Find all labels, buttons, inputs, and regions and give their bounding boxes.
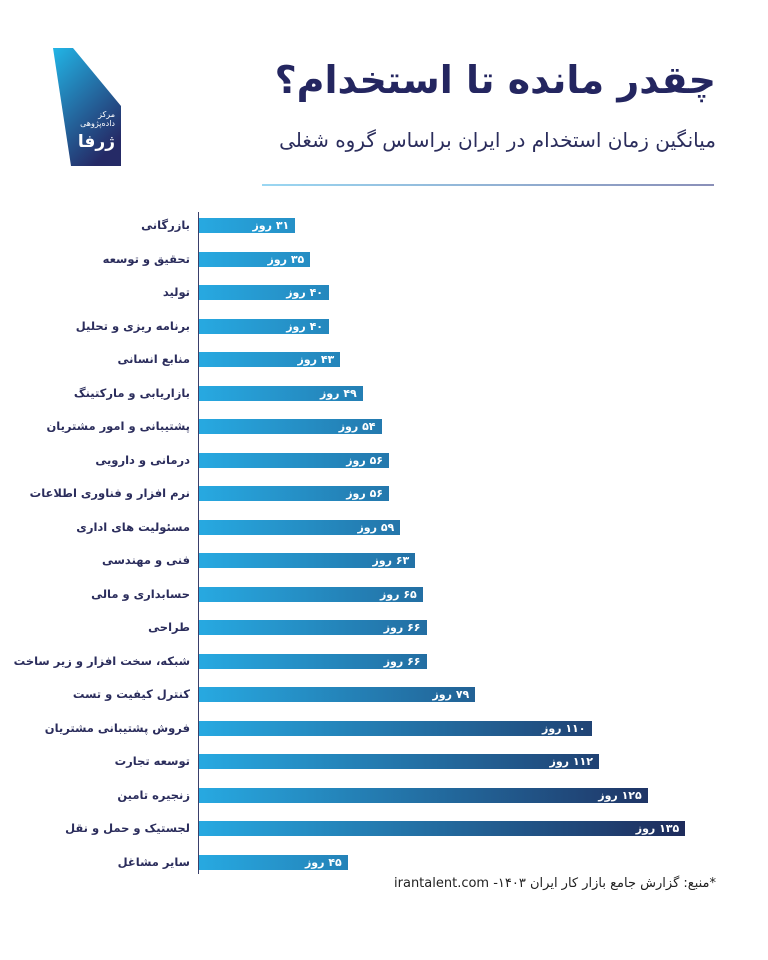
bar-row: تولید ۴۰ روز <box>0 283 768 301</box>
category-label: شبکه، سخت افزار و زیر ساخت <box>13 653 190 668</box>
category-label: طراحی <box>148 620 190 634</box>
bar: ۴۳ روز <box>199 352 341 367</box>
category-label: بازرگانی <box>141 218 190 232</box>
bar-row: توسعه تجارت ۱۱۲ روز <box>0 752 768 770</box>
bar-row: نرم افزار و فناوری اطلاعات ۵۶ روز <box>0 484 768 502</box>
category-label: پشتیبانی و امور مشتریان <box>46 419 190 433</box>
page-subtitle: میانگین زمان استخدام در ایران براساس گرو… <box>279 128 716 152</box>
bar-row: فنی و مهندسی ۶۳ روز <box>0 551 768 569</box>
category-label: فروش پشتیبانی مشتریان <box>44 720 190 735</box>
bar: ۵۴ روز <box>199 419 382 434</box>
bar-row: زنجیره تامین ۱۲۵ روز <box>0 786 768 804</box>
bar-row: پشتیبانی و امور مشتریان ۵۴ روز <box>0 417 768 435</box>
category-label: تولید <box>162 285 190 299</box>
bar: ۱۲۵ روز <box>199 787 648 803</box>
category-label: سایر مشاغل <box>117 854 190 869</box>
value-label: ۱۳۵ روز <box>635 822 680 835</box>
value-label: ۵۶ روز <box>346 487 383 500</box>
bar: ۶۶ روز <box>199 620 427 635</box>
bar: ۴۹ روز <box>199 385 363 401</box>
value-label: ۶۶ روز <box>383 621 421 634</box>
value-label: ۱۱۰ روز <box>542 721 586 735</box>
bar-row: درمانی و دارویی ۵۶ روز <box>0 451 768 469</box>
page-title: چقدر مانده تا استخدام؟ <box>274 58 716 102</box>
category-label: درمانی و دارویی <box>95 452 190 467</box>
value-label: ۴۰ روز <box>286 286 323 299</box>
bar: ۵۶ روز <box>199 486 389 501</box>
bar: ۶۶ روز <box>199 653 427 669</box>
category-label: توسعه تجارت <box>114 754 190 768</box>
value-label: ۵۴ روز <box>338 420 376 433</box>
category-label: نرم افزار و فناوری اطلاعات <box>29 486 190 500</box>
category-label: بازاریابی و مارکتینگ <box>73 385 190 400</box>
logo-name: ژرفا <box>77 132 115 152</box>
bar: ۱۱۰ روز <box>199 720 592 736</box>
category-label: فنی و مهندسی <box>101 553 190 567</box>
bar-row: برنامه ریزی و تحلیل ۴۰ روز <box>0 317 768 335</box>
value-label: ۶۶ روز <box>383 654 421 668</box>
category-label: برنامه ریزی و تحلیل <box>75 318 190 333</box>
value-label: ۵۶ روز <box>346 453 383 467</box>
bar: ۱۳۵ روز <box>199 821 686 836</box>
category-label: مسئولیت های اداری <box>76 519 190 534</box>
bar: ۴۰ روز <box>199 285 329 300</box>
bar: ۳۱ روز <box>199 218 296 233</box>
category-label: کنترل کیفیت و تست <box>72 687 190 701</box>
bar-row: بازاریابی و مارکتینگ ۴۹ روز <box>0 384 768 402</box>
bar: ۴۰ روز <box>199 318 329 334</box>
bar: ۴۵ روز <box>199 854 348 870</box>
bar: ۷۹ روز <box>199 687 476 702</box>
logo-subtitle: مرکز داده‌پژوهی <box>80 110 115 128</box>
bar-row: کنترل کیفیت و تست ۷۹ روز <box>0 685 768 703</box>
value-label: ۷۹ روز <box>432 688 470 701</box>
value-label: ۴۹ روز <box>319 386 357 400</box>
value-label: ۱۲۵ روز <box>598 788 642 802</box>
bar: ۵۹ روز <box>199 519 401 535</box>
source-note: *منبع: گزارش جامع بازار کار ایران ۱۴۰۳- … <box>394 876 716 891</box>
bar-row: طراحی ۶۶ روز <box>0 618 768 636</box>
bar-row: لجستیک و حمل و نقل ۱۳۵ روز <box>0 819 768 837</box>
value-label: ۳۱ روز <box>252 219 290 232</box>
bar: ۵۶ روز <box>199 452 389 468</box>
bar-row: حسابداری و مالی ۶۵ روز <box>0 585 768 603</box>
bar-row: بازرگانی ۳۱ روز <box>0 216 768 234</box>
bar: ۶۵ روز <box>199 586 423 602</box>
value-label: ۴۳ روز <box>297 353 335 366</box>
bar-row: فروش پشتیبانی مشتریان ۱۱۰ روز <box>0 719 768 737</box>
category-label: زنجیره تامین <box>117 787 190 802</box>
category-label: لجستیک و حمل و نقل <box>65 821 190 835</box>
zharfa-logo: مرکز داده‌پژوهی ژرفا <box>53 48 121 166</box>
bar-row: سایر مشاغل ۴۵ روز <box>0 853 768 871</box>
logo-shape-icon <box>53 48 121 166</box>
value-label: ۵۹ روز <box>357 520 395 534</box>
value-label: ۶۳ روز <box>372 554 410 567</box>
bar-row: تحقیق و توسعه ۳۵ روز <box>0 250 768 268</box>
bar: ۱۱۲ روز <box>199 754 599 769</box>
divider <box>262 184 714 186</box>
category-label: حسابداری و مالی <box>91 586 190 601</box>
category-label: منابع انسانی <box>117 352 190 366</box>
bar-row: منابع انسانی ۴۳ روز <box>0 350 768 368</box>
value-label: ۱۱۲ روز <box>549 755 594 768</box>
value-label: ۳۵ روز <box>267 252 305 266</box>
value-label: ۴۰ روز <box>286 319 323 333</box>
value-label: ۴۵ روز <box>304 855 342 869</box>
bar-row: مسئولیت های اداری ۵۹ روز <box>0 518 768 536</box>
bar: ۶۳ روز <box>199 553 416 568</box>
bar-row: شبکه، سخت افزار و زیر ساخت ۶۶ روز <box>0 652 768 670</box>
category-label: تحقیق و توسعه <box>102 251 190 266</box>
bar: ۳۵ روز <box>199 251 311 267</box>
y-axis-line <box>198 212 199 874</box>
value-label: ۶۵ روز <box>379 587 417 601</box>
